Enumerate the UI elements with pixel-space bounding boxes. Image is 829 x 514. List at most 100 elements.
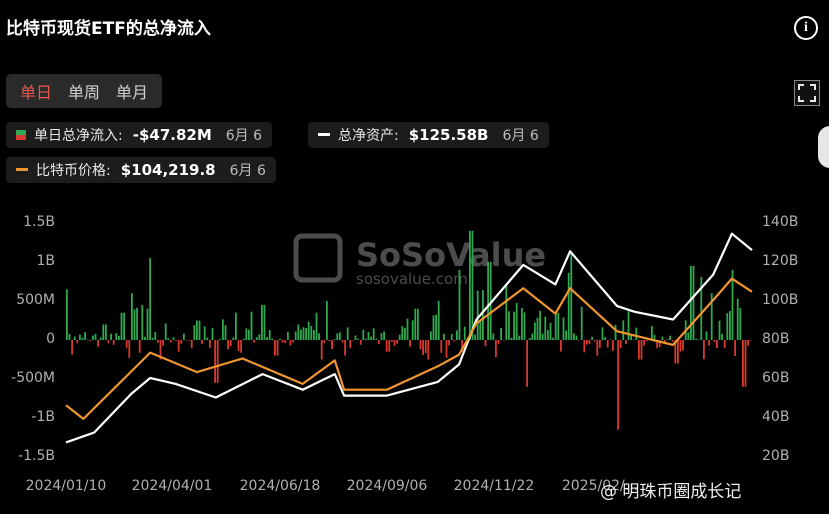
flow-bar: [437, 301, 440, 340]
flow-bar: [531, 333, 534, 340]
flow-bar: [497, 340, 500, 345]
flow-bar: [336, 333, 339, 340]
flow-bar: [276, 340, 279, 356]
flow-bar: [731, 269, 734, 340]
flow-bar: [632, 339, 635, 341]
flow-bar: [534, 322, 536, 340]
flow-bar: [645, 340, 648, 341]
tab-weekly[interactable]: 单周: [68, 83, 101, 102]
flow-bar: [469, 230, 471, 340]
tab-monthly[interactable]: 单月: [116, 83, 149, 102]
flow-bar: [489, 262, 492, 340]
net-assets-swatch: [318, 133, 330, 136]
flow-bar: [482, 290, 484, 340]
flow-bar: [430, 331, 432, 340]
flow-bar: [341, 340, 344, 343]
flow-bar: [354, 335, 357, 340]
flow-bar: [242, 338, 245, 340]
flow-bar: [609, 339, 612, 341]
flow-bar: [224, 325, 227, 340]
flow-bar: [125, 340, 128, 348]
flow-bar: [695, 338, 697, 340]
flow-bar: [177, 340, 180, 352]
left-tick-label: 1B: [36, 253, 55, 269]
flow-bar: [279, 338, 281, 340]
flow-bar: [154, 332, 157, 340]
flow-bar: [219, 338, 222, 340]
flow-bar: [185, 340, 188, 341]
flow-bar: [653, 334, 656, 340]
flow-bar: [674, 340, 677, 364]
flow-bar: [131, 293, 133, 340]
flow-bar: [445, 340, 448, 358]
flow-bar: [528, 338, 531, 340]
flow-bar: [474, 334, 476, 340]
page-title: 比特币现货ETF的总净流入: [6, 19, 211, 39]
flow-bar: [214, 340, 216, 383]
footer-watermark: @ 明珠币圈成长记: [600, 482, 742, 502]
flow-bar: [274, 340, 276, 356]
flow-bar: [502, 340, 505, 341]
right-tick-label: 20B: [762, 448, 789, 464]
flow-bar: [708, 340, 710, 346]
flow-bar: [687, 332, 690, 340]
flow-bar: [136, 307, 138, 340]
flow-bar: [138, 340, 141, 353]
flow-bar: [703, 340, 705, 360]
tab-daily[interactable]: 单日: [20, 83, 53, 102]
flow-bar: [79, 334, 81, 340]
flow-bar: [151, 337, 154, 340]
btc-price-date: 6月 6: [229, 163, 266, 179]
flow-bar: [544, 316, 547, 340]
flow-bar: [586, 340, 588, 345]
flow-bar: [146, 308, 149, 340]
fullscreen-button[interactable]: [794, 80, 820, 106]
flow-bar: [536, 317, 539, 340]
left-tick-label: 1.5B: [23, 214, 55, 230]
flow-bar: [229, 340, 232, 346]
flow-bar: [297, 324, 300, 340]
flow-bar: [339, 332, 341, 340]
flow-bar: [292, 340, 294, 343]
daily-flow-value: -$47.82M: [132, 126, 212, 144]
legend-net-assets: 总净资产: $125.58B 6月 6: [308, 122, 549, 148]
flow-bar: [479, 320, 482, 340]
flow-bar: [157, 340, 159, 343]
flow-bar: [313, 330, 315, 340]
flow-bar: [448, 340, 450, 346]
flow-bar: [289, 340, 292, 346]
flow-bar: [326, 301, 328, 340]
flow-bar: [604, 337, 606, 340]
net-assets-value: $125.58B: [408, 126, 489, 144]
flow-bar: [302, 327, 305, 340]
flow-bar: [700, 276, 703, 340]
flow-bar: [461, 340, 463, 352]
flow-bar: [627, 311, 630, 340]
flow-bar: [193, 325, 196, 340]
flow-bar: [744, 340, 747, 387]
flow-bar: [697, 339, 700, 340]
flow-bar: [396, 340, 398, 344]
flow-bar: [235, 312, 237, 340]
flow-bar: [409, 340, 411, 347]
x-tick-label: 2025/02/...: [562, 478, 638, 494]
flow-bar: [68, 333, 71, 340]
flow-bar: [66, 289, 68, 340]
flow-bar: [245, 328, 248, 340]
x-tick-label: 2024/04/01: [132, 478, 213, 494]
flow-bar: [456, 330, 458, 340]
info-icon[interactable]: i: [794, 16, 818, 40]
legend-btc-price: 比特币价格: $104,219.8 6月 6: [6, 157, 276, 183]
flow-bar: [261, 304, 263, 340]
flow-bar: [172, 337, 175, 340]
flow-bar: [315, 312, 318, 340]
flow-bar: [357, 338, 359, 340]
flow-bar: [552, 337, 554, 340]
flow-bar: [84, 332, 86, 340]
side-panel-handle[interactable]: [818, 126, 829, 168]
flow-bar: [521, 307, 523, 340]
flow-bar: [747, 340, 749, 346]
flow-bar: [211, 327, 214, 340]
flow-bar: [362, 329, 365, 340]
flow-bar: [391, 340, 393, 342]
